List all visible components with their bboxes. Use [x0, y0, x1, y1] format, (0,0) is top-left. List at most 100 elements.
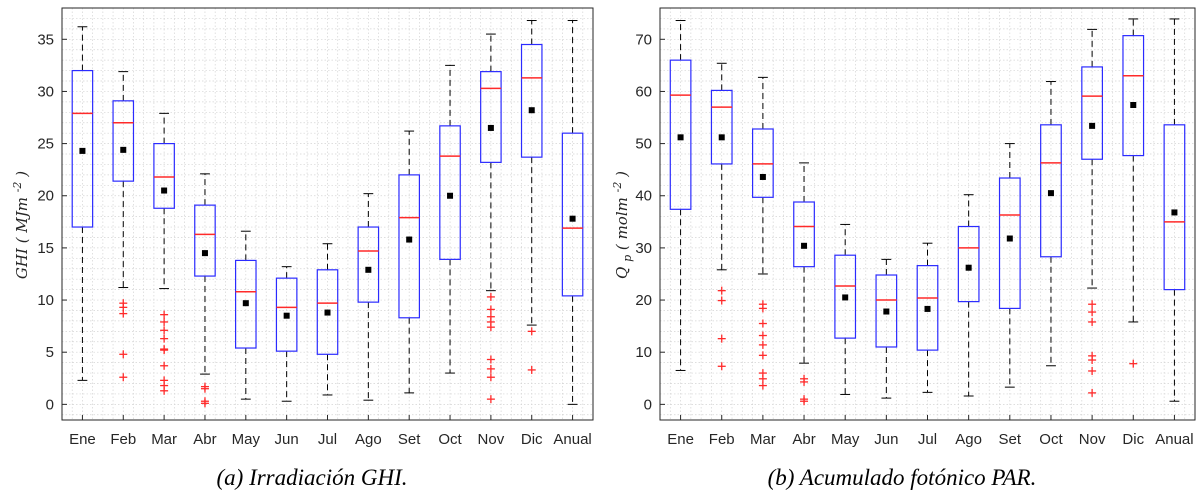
- caption-ghi: (a) Irradiación GHI.: [217, 465, 408, 490]
- y-tick-label: 10: [37, 292, 54, 309]
- box-mar: [153, 112, 175, 395]
- box-iqr: [875, 274, 898, 348]
- box-ene: [71, 26, 94, 381]
- y-axis-label-ghi: GHI ( MJm -2 ): [7, 171, 31, 279]
- outlier-marker: [717, 334, 726, 343]
- x-tick-label: Dic: [1122, 431, 1144, 448]
- y-axis-label-unit: MJm: [13, 197, 31, 234]
- box-iqr: [751, 128, 774, 198]
- mean-marker: [801, 242, 808, 249]
- y-tick-label: 30: [635, 240, 652, 257]
- y-tick-label: 30: [37, 83, 54, 100]
- y-tick-label: 25: [37, 136, 54, 153]
- box-iqr: [834, 254, 857, 339]
- x-tick-label: May: [232, 431, 261, 448]
- y-axis-label-par: Q p ( molm -2 ): [607, 171, 635, 279]
- box-abr: [194, 173, 216, 408]
- outlier-marker: [119, 309, 128, 318]
- box-anual: [561, 20, 584, 405]
- mean-marker: [283, 312, 290, 319]
- mean-marker: [528, 107, 535, 114]
- box-iqr: [316, 269, 339, 355]
- outlier-marker: [758, 304, 767, 313]
- x-tick-label: Jul: [918, 431, 937, 448]
- box-dic: [1122, 18, 1145, 368]
- x-tick-label: Anual: [1155, 431, 1193, 448]
- mean-marker: [1006, 235, 1013, 242]
- x-tick-label: Oct: [438, 431, 462, 448]
- outlier-marker: [1088, 356, 1097, 365]
- x-tick-label: Set: [398, 431, 421, 448]
- mean-marker: [79, 147, 86, 154]
- x-tick-label: Ene: [69, 431, 96, 448]
- box-iqr: [153, 142, 175, 209]
- box-nov: [480, 33, 502, 404]
- outlier-marker: [160, 326, 169, 335]
- mean-marker: [201, 250, 208, 257]
- caption-par: (b) Acumulado fotónico PAR.: [768, 465, 1037, 490]
- mean-marker: [365, 266, 372, 273]
- outlier-marker: [160, 334, 169, 343]
- x-tick-label: Mar: [750, 431, 776, 448]
- mean-marker: [842, 294, 849, 301]
- mean-marker: [120, 146, 127, 153]
- y-tick-label: 15: [37, 240, 54, 257]
- box-iqr: [957, 225, 980, 303]
- box-iqr: [1163, 124, 1186, 291]
- y-axis-label-subscript: p: [621, 255, 634, 262]
- box-iqr: [112, 100, 135, 182]
- x-tick-label: Abr: [193, 431, 216, 448]
- box-jul: [316, 243, 339, 396]
- mean-marker: [718, 134, 725, 141]
- box-iqr: [669, 59, 692, 210]
- y-tick-label: 20: [635, 292, 652, 309]
- box-may: [234, 230, 257, 400]
- mean-marker: [1047, 190, 1054, 197]
- panel-ghi: GHI ( MJm -2 ) (a) Irradiación GHI. 0 5 10…: [7, 7, 594, 490]
- box-dic: [520, 20, 543, 374]
- x-tick-label: Set: [999, 431, 1022, 448]
- outlier-marker: [527, 365, 536, 374]
- outlier-marker: [717, 296, 726, 305]
- mean-marker: [965, 264, 972, 271]
- mean-marker: [242, 300, 249, 307]
- x-tick-label: Oct: [1039, 431, 1063, 448]
- x-tick-label: Feb: [709, 431, 735, 448]
- box-iqr: [398, 174, 421, 319]
- outlier-marker: [758, 319, 767, 328]
- outlier-marker: [486, 395, 495, 404]
- outlier-marker: [160, 361, 169, 370]
- y-tick-label: 5: [46, 344, 54, 361]
- box-iqr: [520, 43, 543, 158]
- outlier-marker: [717, 286, 726, 295]
- outlier-marker: [800, 377, 809, 386]
- x-tick-label: Mar: [151, 431, 177, 448]
- outlier-marker: [1088, 308, 1097, 317]
- outlier-marker: [758, 340, 767, 349]
- mean-marker: [759, 173, 766, 180]
- outlier-marker: [486, 323, 495, 332]
- outlier-marker: [1088, 366, 1097, 375]
- y-tick-label: 50: [635, 136, 652, 153]
- box-ene: [669, 20, 692, 371]
- outlier-marker: [160, 310, 169, 319]
- box-feb: [710, 62, 733, 371]
- mean-marker: [1130, 102, 1137, 109]
- x-tick-label: Dic: [521, 431, 543, 448]
- outlier-marker: [486, 373, 495, 382]
- box-iqr: [561, 132, 584, 297]
- box-iqr: [1081, 66, 1104, 160]
- box-iqr: [998, 177, 1021, 309]
- box-may: [834, 223, 857, 395]
- mean-marker: [1089, 122, 1096, 129]
- outlier-marker: [800, 397, 809, 406]
- mean-marker: [883, 308, 890, 315]
- outlier-marker: [486, 292, 495, 301]
- outlier-marker: [486, 355, 495, 364]
- x-tick-label: Ago: [955, 431, 982, 448]
- box-iqr: [710, 89, 733, 165]
- y-tick-label: 0: [644, 396, 652, 413]
- outlier-marker: [160, 346, 169, 355]
- y-tick-label: 60: [635, 83, 652, 100]
